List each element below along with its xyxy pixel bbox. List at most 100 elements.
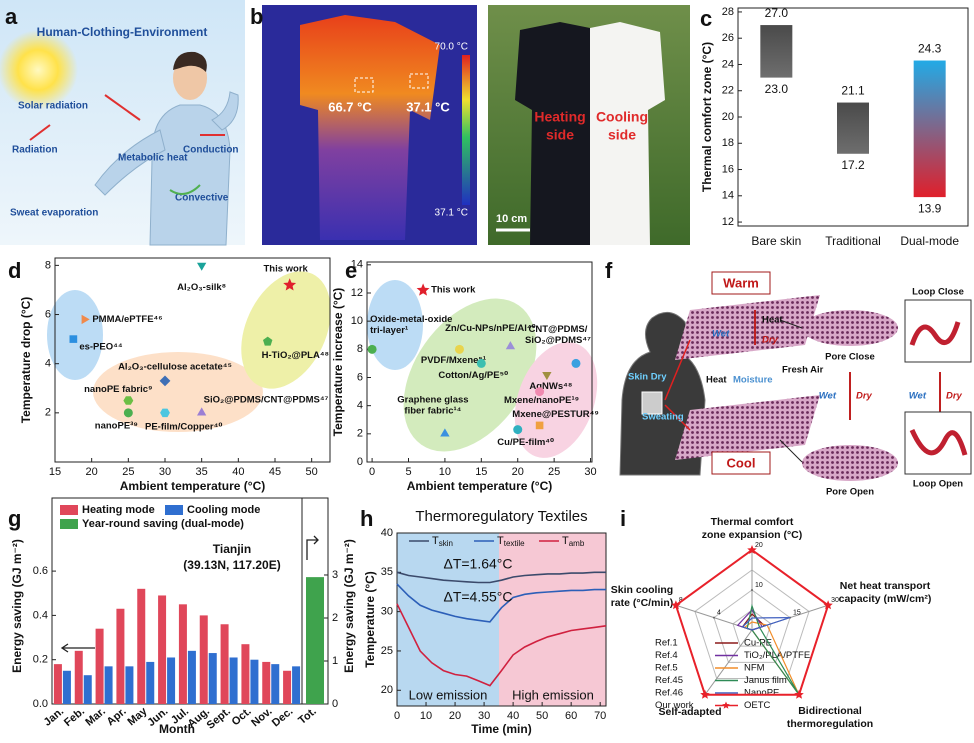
point <box>476 358 486 368</box>
x-tick-label: Oct. <box>230 705 254 728</box>
axis-label: thermoregulation <box>787 718 873 730</box>
label: Solar radiation <box>18 101 88 112</box>
axis-label: Net heat transport <box>840 580 931 592</box>
axis-label: Bidirectional <box>798 705 862 717</box>
annotation: High emission <box>512 687 594 702</box>
bar <box>158 595 167 704</box>
radar-tick-label: 30 <box>831 597 839 604</box>
axis-label: Skin cooling <box>611 584 673 596</box>
legend-ref: Our work <box>655 700 694 711</box>
label: Wet <box>909 391 927 402</box>
panel-title: Human-Clothing-Environment <box>37 25 208 39</box>
x-tick-label: 0 <box>394 710 400 722</box>
y-tick-label: 0 <box>357 456 363 468</box>
cool: Cool <box>727 455 756 470</box>
legend-ref: Ref.4 <box>655 650 678 661</box>
x-tick-label: 20 <box>449 710 461 722</box>
hair <box>173 51 207 72</box>
point-label: nanoPE fabric⁹ <box>84 384 152 395</box>
bar <box>53 664 62 704</box>
legend-label: Tskin <box>432 535 453 548</box>
value-label: 13.9 <box>918 201 942 215</box>
point <box>123 396 134 405</box>
legend-swatch <box>165 505 183 515</box>
thermal-shirt <box>300 15 440 240</box>
label: Dry <box>946 391 963 402</box>
x-tick-label: 10 <box>439 466 451 478</box>
arrow <box>60 643 95 653</box>
point <box>81 314 90 325</box>
y-tick-label: 35 <box>381 566 393 578</box>
panel-letter: d <box>8 258 21 283</box>
bar <box>167 657 176 704</box>
legend-label: Tamb <box>562 535 585 548</box>
x-tick-label: 5 <box>405 466 411 478</box>
y-axis-label: Thermal comfort zone (°C) <box>700 42 714 192</box>
x-axis-label: Time (min) <box>471 722 531 736</box>
point <box>160 408 170 418</box>
radar-tick-label: 4 <box>717 609 721 616</box>
x-tick-label: 15 <box>49 466 61 478</box>
legend-label: Ttextile <box>497 535 525 548</box>
x-tick-label: Traditional <box>825 234 881 248</box>
warm-box <box>711 271 771 295</box>
y-tick-label: 18 <box>722 137 734 149</box>
y-tick-label: 14 <box>722 190 734 202</box>
y-tick-label: 2 <box>332 612 338 624</box>
panel-b: 70.0 °C 37.1 °C 66.7 °C 37.1 °C Heating … <box>250 4 690 245</box>
x-tick-label: Feb. <box>62 705 87 729</box>
bar <box>208 653 217 704</box>
point <box>69 335 78 343</box>
roi <box>409 73 429 89</box>
point <box>535 387 545 397</box>
y-tick-label: 0.4 <box>33 609 48 621</box>
y-tick-label: 1 <box>332 655 338 667</box>
web <box>694 569 810 680</box>
range-bar <box>837 102 869 154</box>
point-label: tri-layer¹ <box>370 325 408 336</box>
radar-tick-label: 15 <box>793 609 801 616</box>
y-tick-label: 16 <box>722 163 734 175</box>
x-tick-label: 15 <box>475 466 487 478</box>
high-emission-region <box>499 533 606 706</box>
bar <box>229 657 238 704</box>
label: Pore Open <box>826 487 874 498</box>
label: Wet <box>819 391 837 402</box>
point-label: SiO₂@PDMS/CNT@PDMS⁴⁷ <box>204 394 329 405</box>
x-axis-label: Ambient temperature (°C) <box>407 479 552 493</box>
bar <box>116 608 125 704</box>
x-tick-label: 40 <box>507 710 519 722</box>
point-label: This work <box>431 285 476 296</box>
y-tick-label: 8 <box>357 343 363 355</box>
x-tick-label: 10 <box>420 710 432 722</box>
arm <box>94 129 166 196</box>
panel-letter: c <box>700 6 712 31</box>
panel-letter: f <box>605 258 613 283</box>
bar <box>283 670 292 704</box>
radar-tick-label: 10 <box>755 582 763 589</box>
radar-point <box>823 600 833 610</box>
heating-label: side <box>546 127 574 143</box>
label: Heat <box>706 375 727 386</box>
x-tick-label: Nov. <box>249 705 274 729</box>
y-tick-label: 25 <box>381 645 393 657</box>
region <box>403 298 537 452</box>
bar <box>187 650 196 704</box>
panel-letter: e <box>345 258 357 283</box>
white-half <box>590 22 665 245</box>
x-tick-label: 40 <box>232 466 244 478</box>
axis-label: Thermal comfort <box>711 516 794 528</box>
legend-label: OETC <box>744 700 771 711</box>
x-tick-label: 20 <box>512 466 524 478</box>
x-tick-label: 50 <box>306 466 318 478</box>
warm: Warm <box>723 275 759 290</box>
x-axis-label: Month <box>159 722 195 736</box>
x-tick-label: Bare skin <box>751 234 801 248</box>
point-label: This work <box>263 264 308 275</box>
value-label: 17.2 <box>841 158 865 172</box>
x-tick-label: 50 <box>536 710 548 722</box>
point <box>283 278 297 291</box>
y-axis-label: Energy saving (GJ m⁻²) <box>10 539 24 673</box>
panel-a: Human-Clothing-Environment Solar radiati… <box>0 0 245 246</box>
